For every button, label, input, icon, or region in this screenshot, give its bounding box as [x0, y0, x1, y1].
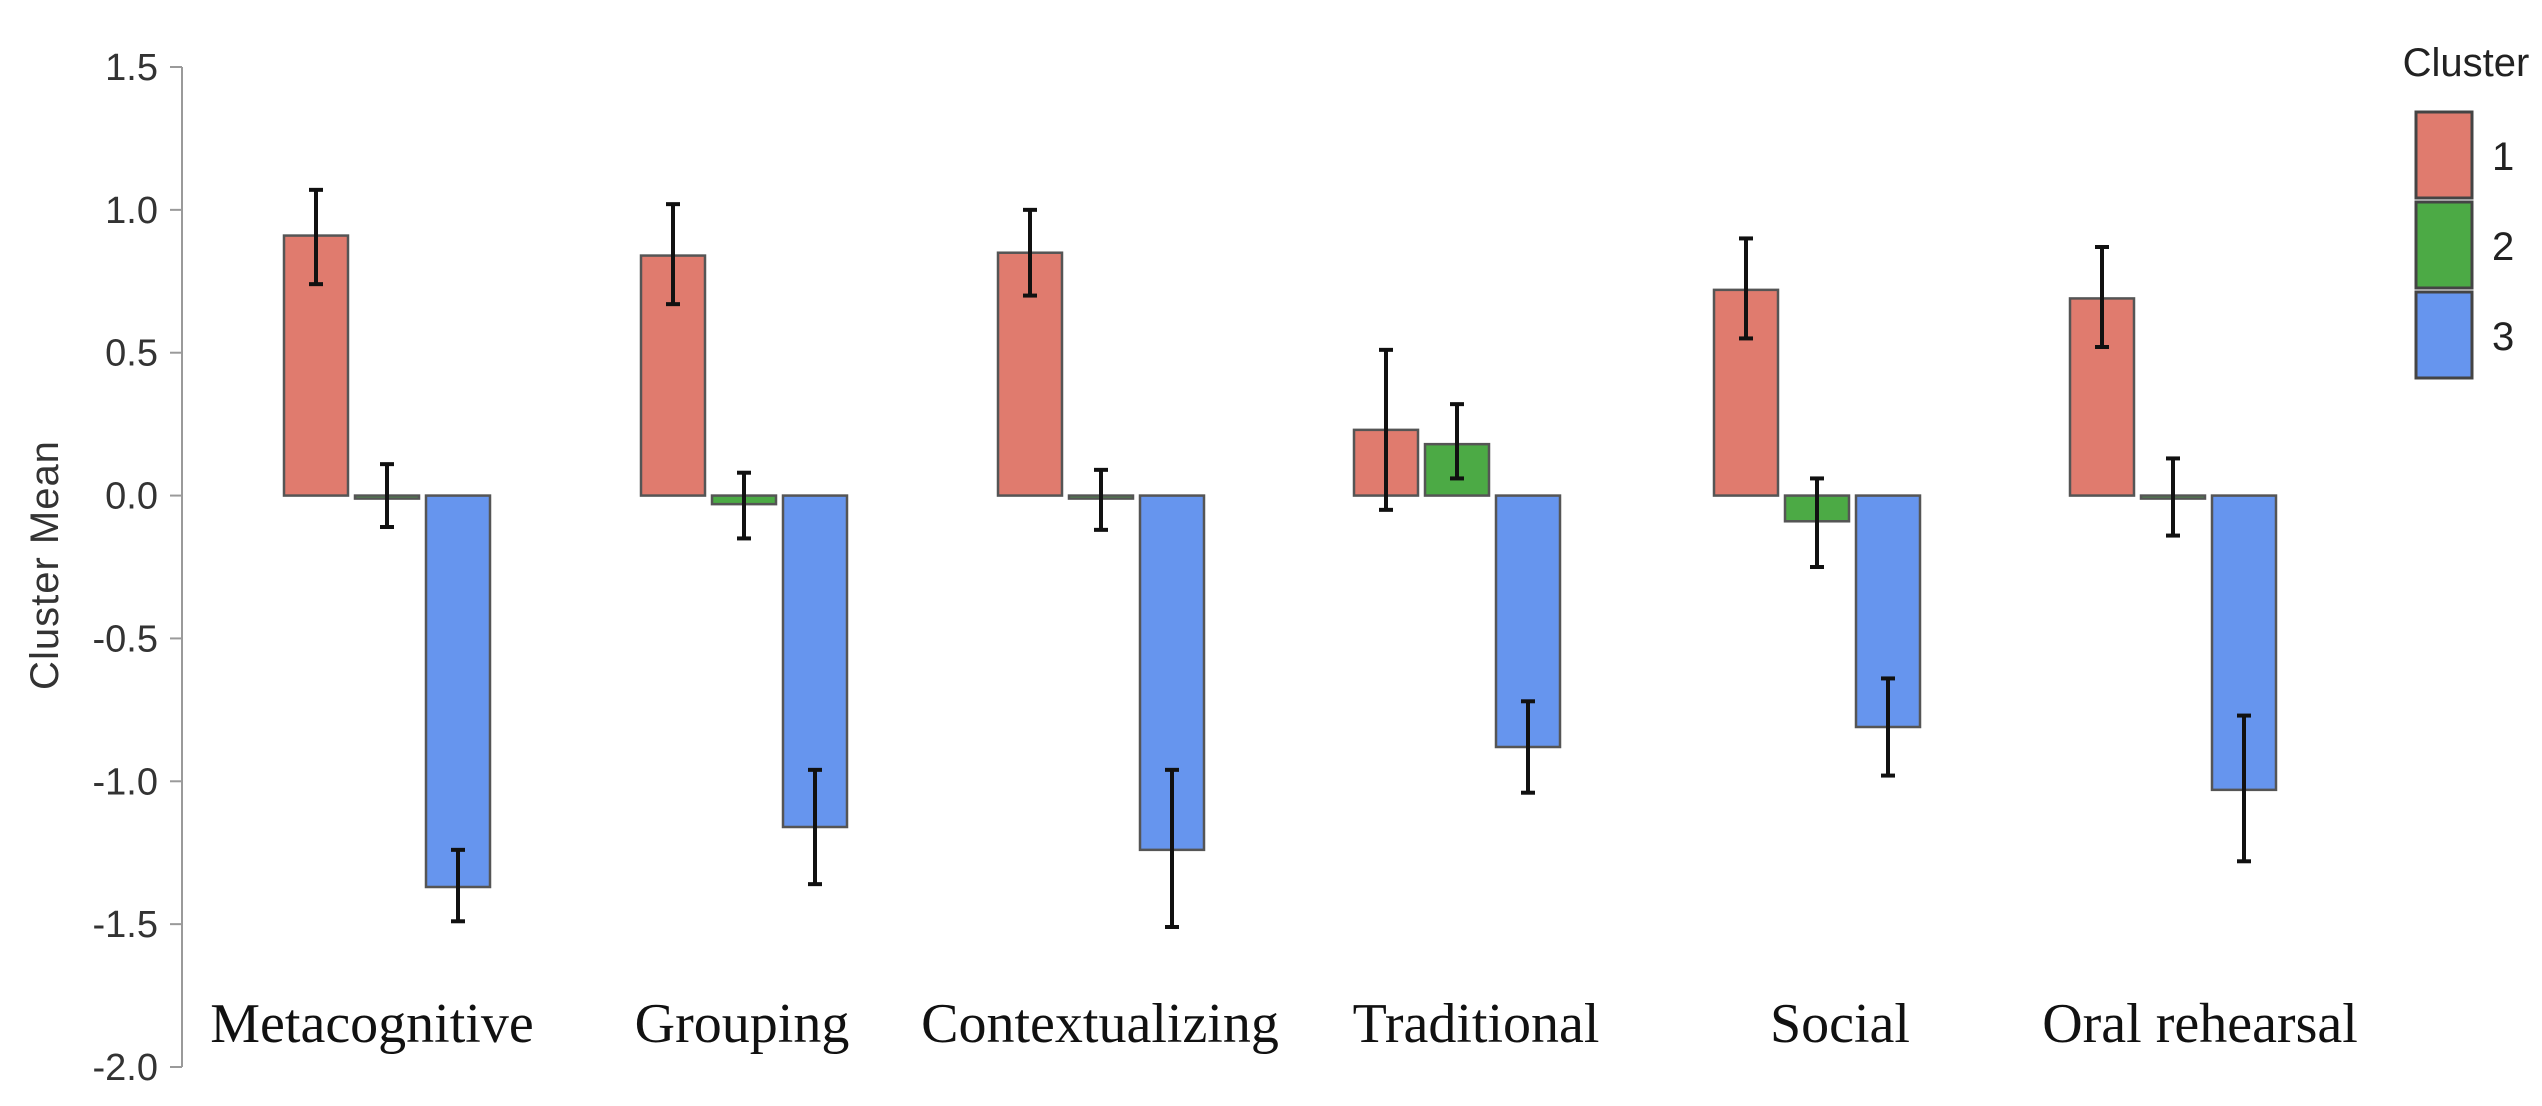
y-tick-label: 0.5	[105, 333, 158, 375]
y-axis: 1.5 1.0 0.5 0.0 -0.5 -1.0 -1.5 -2.0	[93, 47, 183, 1089]
y-tick-label: -1.5	[93, 904, 158, 946]
y-axis-title: Cluster Mean	[23, 440, 67, 690]
category-labels: Metacognitive Grouping Contextualizing Trad…	[210, 993, 2358, 1055]
legend-label-cluster-2: 2	[2492, 225, 2514, 269]
bar-metacognitive-cluster-3	[424, 494, 492, 889]
y-tick-label: -0.5	[93, 618, 158, 660]
legend-label-cluster-3: 3	[2492, 315, 2514, 359]
y-tick-label: 1.0	[105, 190, 158, 232]
y-tick-label: -2.0	[93, 1047, 158, 1089]
category-label: Contextualizing	[921, 993, 1279, 1055]
category-label: Traditional	[1353, 993, 1600, 1055]
bar-oral-rehearsal-cluster-1	[2068, 297, 2136, 497]
legend: Cluster 1 2 3	[2403, 41, 2530, 380]
legend-title: Cluster	[2403, 41, 2530, 85]
legend-swatch-cluster-1	[2414, 110, 2474, 200]
y-tick-label: -1.0	[93, 761, 158, 803]
category-label: Grouping	[635, 993, 850, 1055]
y-tick-label: 0.0	[105, 476, 158, 518]
legend-swatch-cluster-3	[2414, 290, 2474, 380]
bars-group	[282, 187, 2278, 929]
legend-label-cluster-1: 1	[2492, 135, 2514, 179]
category-label: Metacognitive	[210, 993, 533, 1055]
legend-swatch-cluster-2	[2414, 200, 2474, 290]
category-label: Social	[1770, 993, 1910, 1055]
category-label: Oral rehearsal	[2042, 993, 2358, 1055]
y-tick-label: 1.5	[105, 47, 158, 89]
